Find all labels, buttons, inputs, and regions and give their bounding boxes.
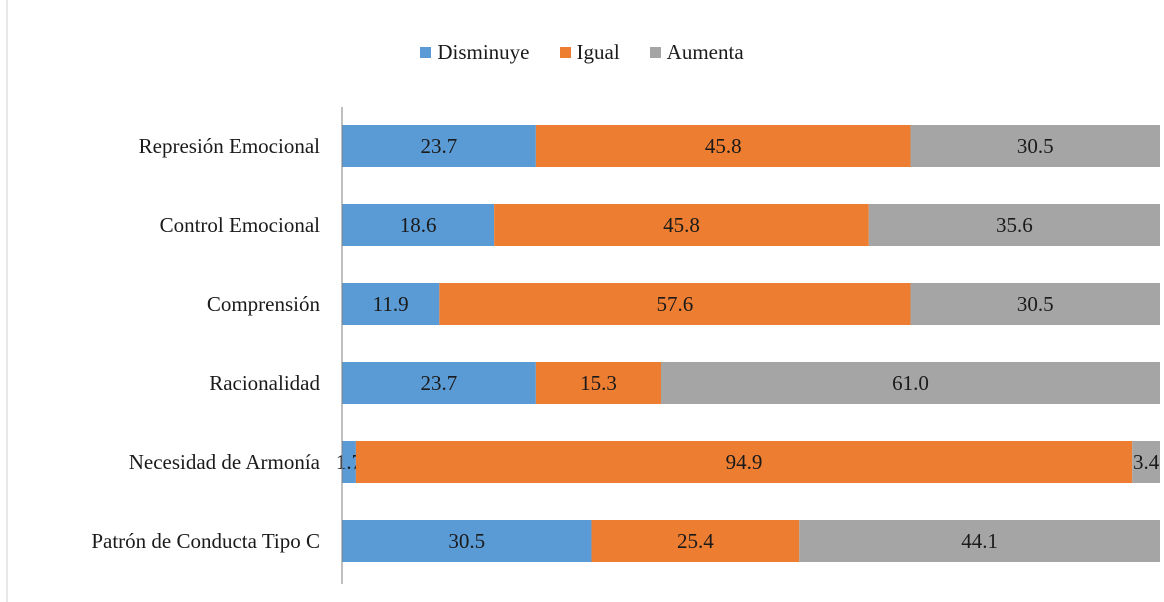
legend-swatch-igual bbox=[559, 47, 571, 58]
data-label: 30.5 bbox=[1017, 292, 1054, 316]
legend: Disminuye Igual Aumenta bbox=[0, 40, 1164, 65]
bar-segment-aumenta bbox=[910, 283, 1160, 325]
data-label: 30.5 bbox=[1017, 134, 1054, 158]
legend-label-igual: Igual bbox=[576, 40, 620, 64]
bar-segment-disminuye bbox=[342, 283, 440, 325]
data-label: 18.6 bbox=[400, 213, 437, 237]
bar-segment-aumenta bbox=[661, 362, 1160, 404]
data-label: 35.6 bbox=[996, 213, 1033, 237]
legend-item-disminuye: Disminuye bbox=[420, 40, 530, 65]
category-label: Racionalidad bbox=[209, 371, 320, 395]
data-label: 25.4 bbox=[677, 529, 714, 553]
data-label: 45.8 bbox=[705, 134, 742, 158]
bar-segment-aumenta bbox=[910, 125, 1160, 167]
legend-swatch-aumenta bbox=[649, 47, 661, 58]
bar-segment-igual bbox=[591, 520, 800, 562]
data-label: 3.4 bbox=[1133, 450, 1160, 474]
data-label: 23.7 bbox=[421, 371, 458, 395]
legend-item-aumenta: Aumenta bbox=[649, 40, 744, 65]
data-label: 23.7 bbox=[421, 134, 458, 158]
legend-label-aumenta: Aumenta bbox=[666, 40, 744, 64]
bar-segment-igual bbox=[535, 125, 911, 167]
category-label: Represión Emocional bbox=[139, 134, 321, 158]
category-label: Patrón de Conducta Tipo C bbox=[91, 529, 320, 553]
bar-segment-igual bbox=[355, 441, 1133, 483]
legend-label-disminuye: Disminuye bbox=[437, 40, 530, 64]
bar-segment-aumenta bbox=[1132, 441, 1160, 483]
legend-swatch-disminuye bbox=[420, 47, 432, 58]
bar-segment-disminuye bbox=[342, 125, 536, 167]
bar-segment-aumenta bbox=[868, 204, 1160, 246]
bar-segment-aumenta bbox=[799, 520, 1160, 562]
data-label: 30.5 bbox=[448, 529, 485, 553]
legend-item-igual: Igual bbox=[559, 40, 620, 65]
bar-segment-disminuye bbox=[342, 362, 536, 404]
data-label: 11.9 bbox=[373, 292, 409, 316]
bar-segment-igual bbox=[439, 283, 911, 325]
category-label: Control Emocional bbox=[160, 213, 321, 237]
bar-segment-disminuye bbox=[342, 441, 356, 483]
category-label: Comprensión bbox=[207, 292, 321, 316]
data-label: 44.1 bbox=[961, 529, 998, 553]
data-label: 45.8 bbox=[663, 213, 700, 237]
data-label: 57.6 bbox=[657, 292, 694, 316]
data-label: 15.3 bbox=[580, 371, 617, 395]
category-label: Necesidad de Armonía bbox=[129, 450, 321, 474]
data-label: 94.9 bbox=[726, 450, 763, 474]
data-label: 61.0 bbox=[892, 371, 929, 395]
bar-segment-igual bbox=[494, 204, 869, 246]
bar-segment-disminuye bbox=[342, 520, 592, 562]
bar-segment-igual bbox=[535, 362, 662, 404]
bar-segment-disminuye bbox=[342, 204, 495, 246]
